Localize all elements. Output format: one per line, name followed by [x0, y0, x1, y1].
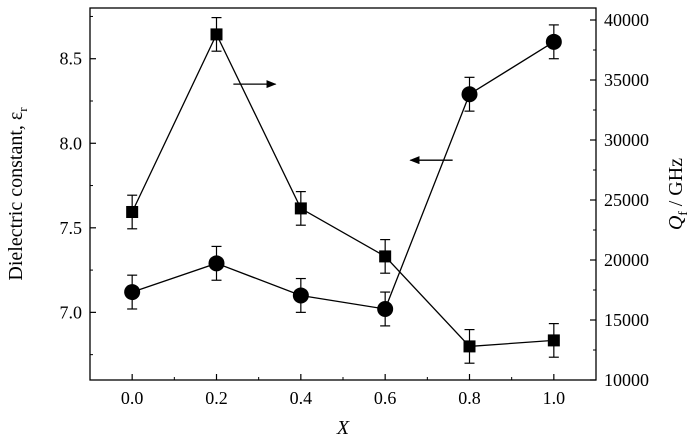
y-right-tick-label-0: 10000 — [604, 370, 649, 390]
data-point-square — [547, 334, 560, 347]
right-y-axis: 10000 15000 20000 25000 30000 35000 40000 — [590, 10, 649, 390]
x-tick-label-0: 0.0 — [121, 388, 144, 408]
annotation-layer — [233, 80, 453, 165]
plot-frame — [89, 7, 597, 381]
series-line-circle — [131, 41, 555, 310]
x-tick-label-5: 1.0 — [543, 388, 566, 408]
x-tick-label-3: 0.6 — [374, 388, 397, 408]
left-axis-title: Dielectric constant, εr — [5, 107, 30, 281]
series-line-square — [131, 32, 554, 348]
y-left-tick-label-2: 8.0 — [60, 133, 83, 153]
x-tick-label-4: 0.8 — [458, 388, 481, 408]
data-point-square — [126, 206, 139, 218]
right-axis-title-group: Qf / GHz — [665, 158, 690, 230]
left-axis-title-group: Dielectric constant, εr — [5, 107, 30, 281]
data-point-circle — [292, 287, 309, 304]
data-point-circle — [461, 86, 478, 103]
x-tick-label-2: 0.4 — [290, 388, 313, 408]
data-point-square — [379, 250, 392, 263]
left-y-axis: 7.0 7.5 8.0 8.5 — [60, 15, 96, 356]
data-point-square — [210, 28, 223, 41]
y-right-tick-label-2: 20000 — [604, 250, 649, 270]
data-point-circle — [545, 33, 562, 50]
right-axis-title: Qf / GHz — [665, 158, 690, 230]
data-point-square — [294, 202, 307, 215]
data-point-square — [463, 340, 476, 353]
x-axis-title: X — [336, 417, 350, 439]
x-tick-label-1: 0.2 — [205, 388, 228, 408]
y-right-tick-label-3: 25000 — [604, 190, 649, 210]
y-right-tick-label-5: 35000 — [604, 70, 649, 90]
y-left-tick-label-1: 7.5 — [60, 218, 83, 238]
y-left-tick-label-0: 7.0 — [60, 302, 83, 322]
data-point-circle — [208, 255, 225, 272]
data-point-circle — [377, 300, 394, 317]
y-right-tick-label-6: 40000 — [604, 10, 649, 30]
data-point-circle — [124, 284, 141, 301]
series-layer — [124, 17, 562, 364]
y-right-tick-label-4: 30000 — [604, 130, 649, 150]
y-left-tick-label-3: 8.5 — [60, 49, 83, 69]
y-right-tick-label-1: 15000 — [604, 310, 649, 330]
x-axis: 0.0 0.2 0.4 0.6 0.8 1.0 — [89, 374, 597, 408]
